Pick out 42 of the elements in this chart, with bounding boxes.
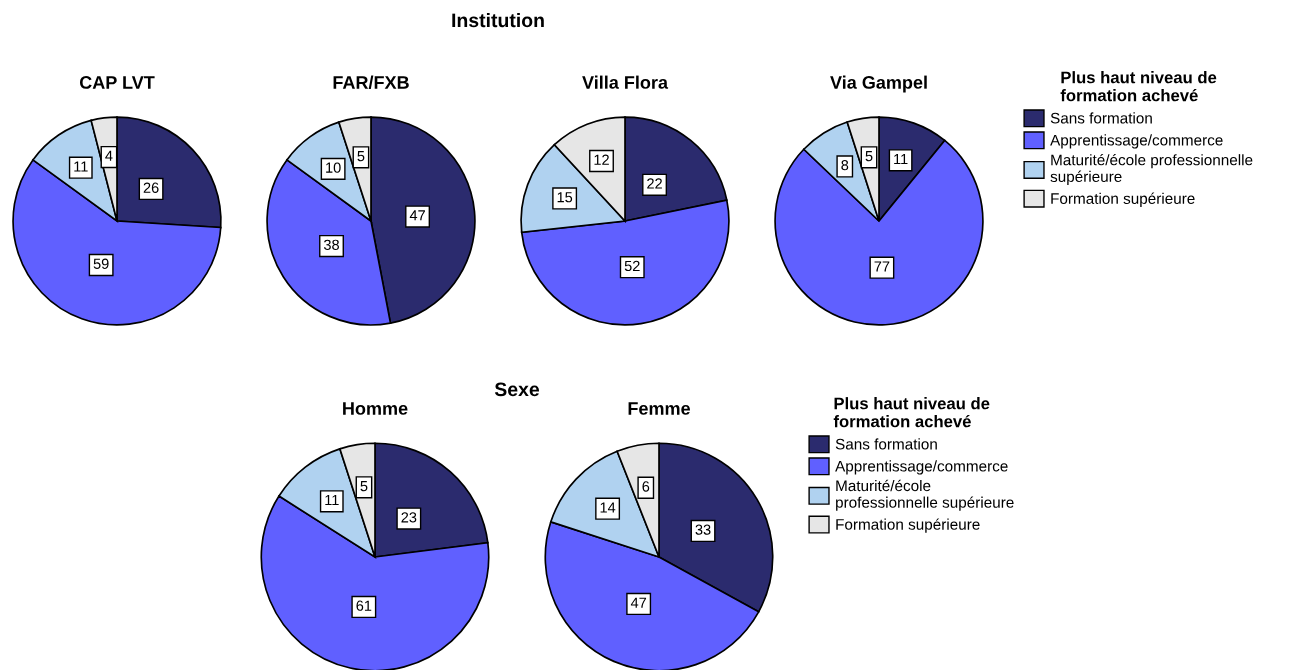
legend-label: Formation supérieure xyxy=(1051,192,1195,207)
data-label: 15 xyxy=(557,192,573,203)
chart-title: Femme xyxy=(628,402,690,415)
data-label: 61 xyxy=(356,600,372,611)
legend-label: Formation supérieure xyxy=(836,518,980,533)
legend-label: Sans formation xyxy=(1050,112,1152,124)
legend-label: Maturité/école professionnelle supérieure xyxy=(836,479,1014,511)
chart-title: FAR/FXB xyxy=(333,75,409,90)
chart-title: Homme xyxy=(343,402,408,415)
data-label: 59 xyxy=(93,258,109,269)
data-label: 23 xyxy=(401,512,417,523)
data-label: 11 xyxy=(74,161,88,172)
chart-title: CAP LVT xyxy=(79,76,155,89)
data-label: 38 xyxy=(323,239,339,250)
data-label: 11 xyxy=(894,154,908,165)
data-label: 77 xyxy=(874,261,890,272)
data-label: 5 xyxy=(357,151,365,162)
text: Institution xyxy=(452,12,544,28)
data-label: 26 xyxy=(143,182,159,193)
data-label: 4 xyxy=(105,150,113,161)
legend-label: Apprentissage/commerce xyxy=(835,460,1008,475)
data-label: 33 xyxy=(695,524,711,535)
legend-label: Maturité/école professionnelle supérieure xyxy=(1050,153,1253,186)
chart-title: Villa Flora xyxy=(582,75,669,89)
legend-label: Apprentissage/commerce xyxy=(1050,134,1223,149)
legend-title: Plus haut niveau de formation achevé xyxy=(1060,71,1217,102)
data-label: 5 xyxy=(360,481,368,492)
data-label: 6 xyxy=(642,481,650,492)
data-label: 12 xyxy=(594,154,609,165)
data-label: 11 xyxy=(325,495,339,506)
data-label: 8 xyxy=(841,159,849,171)
legend-title: Plus haut niveau de formation achevé xyxy=(833,397,990,428)
data-label: 5 xyxy=(865,151,873,162)
data-label: 10 xyxy=(326,162,341,173)
data-label: 52 xyxy=(624,260,640,272)
data-label: 47 xyxy=(409,210,425,221)
data-label: 14 xyxy=(600,502,616,513)
data-label: 47 xyxy=(630,597,647,608)
legend-label: Sans formation xyxy=(835,438,937,450)
text: Sexe xyxy=(494,382,540,397)
chart-title: Via Gampel xyxy=(830,75,927,93)
data-label: 22 xyxy=(647,178,662,189)
